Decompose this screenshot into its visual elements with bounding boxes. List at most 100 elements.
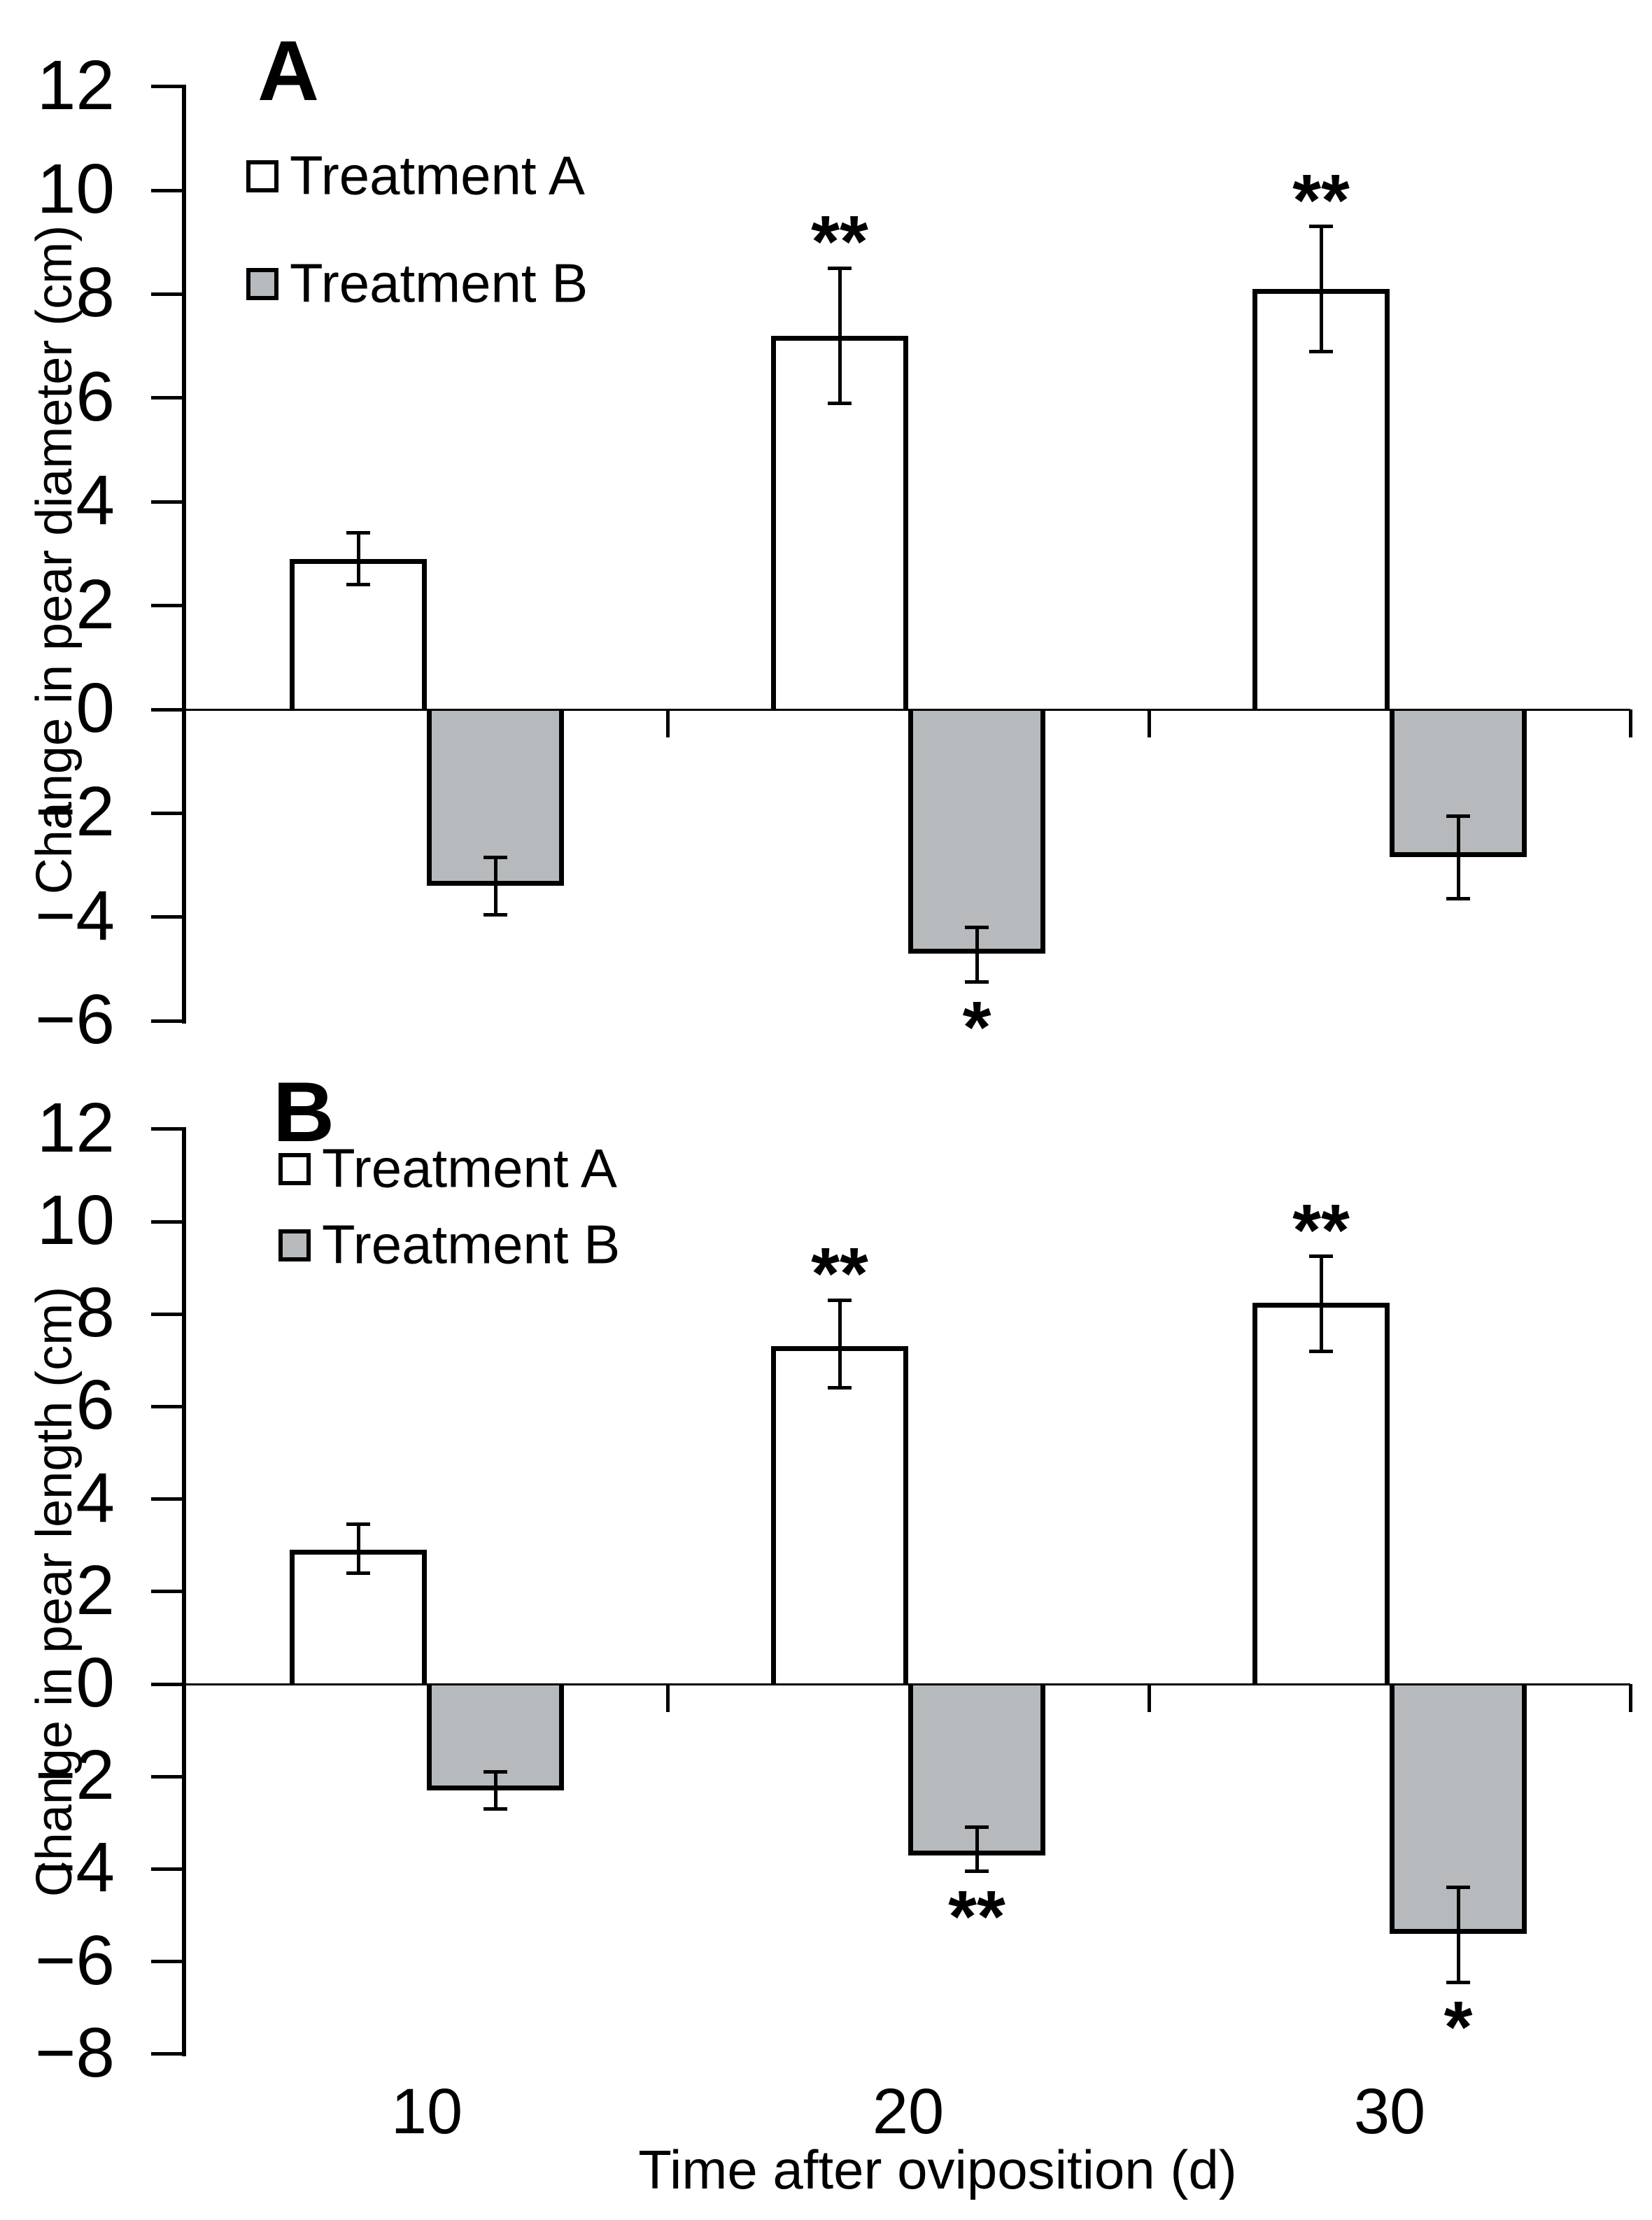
error-bar [1320,1257,1323,1352]
y-tick-label: −2 [34,1736,115,1814]
error-bar [975,928,979,982]
error-bar-cap [1309,1350,1333,1353]
error-bar-cap [828,1299,852,1302]
y-tick-label: −6 [34,980,115,1059]
error-bar [494,1772,497,1809]
error-bar [1320,227,1323,351]
bar-treatment-a [1252,1303,1390,1684]
x-axis-line [186,709,1630,711]
y-tick-label: 6 [76,1366,115,1444]
y-tick [151,1590,182,1593]
error-bar-cap [965,1869,989,1873]
error-bar-cap [1309,350,1333,353]
legend-swatch-treatment-b [278,1229,311,1261]
error-bar-cap [346,1571,370,1575]
error-bar-cap [346,1522,370,1526]
y-tick-label: −4 [34,1828,115,1907]
y-tick-label: 4 [76,1459,115,1537]
panel-letter: A [257,23,320,118]
error-bar-cap [965,926,989,929]
x-group-tick [666,709,670,737]
error-bar [494,857,497,914]
y-axis-line [182,85,186,1024]
error-bar-cap [483,1770,507,1774]
error-bar [357,1525,360,1573]
error-bar-cap [828,1386,852,1390]
x-group-tick [1148,1684,1151,1712]
y-tick [151,708,182,712]
error-bar-cap [965,980,989,984]
x-group-tick [666,1684,670,1712]
y-axis-title: Change in pear diameter (cm) [27,225,83,895]
x-tick-label: 20 [872,2076,945,2147]
y-tick [151,812,182,815]
significance-marker: * [962,987,991,1068]
x-axis-line [186,1683,1630,1685]
legend-label: Treatment B [290,252,588,314]
y-tick-label: 6 [76,358,115,436]
error-bar-cap [483,913,507,917]
significance-marker: * [1443,1986,1473,2068]
y-tick [151,292,182,296]
legend-label: Treatment B [322,1213,621,1275]
y-tick [151,1313,182,1316]
significance-marker: ** [948,1876,1005,1958]
y-axis-title: Change in pear length (cm) [27,1286,83,1897]
y-tick [151,1019,182,1023]
y-tick [151,1867,182,1871]
y-tick-label: −2 [34,772,115,851]
error-bar [1457,816,1460,899]
legend-swatch-treatment-a [278,1153,311,1185]
y-tick-label: 2 [76,1551,115,1629]
x-group-tick [1148,709,1151,737]
error-bar [838,1300,842,1388]
error-bar [975,1827,979,1872]
x-group-tick [1629,709,1632,737]
error-bar-cap [1446,1886,1470,1889]
error-bar-cap [828,267,852,270]
legend-swatch-treatment-a [246,160,278,192]
y-tick-label: 0 [76,1643,115,1722]
y-tick [151,1127,182,1131]
y-tick-label: −8 [34,2014,115,2092]
x-axis-title: Time after oviposition (d) [638,2139,1237,2200]
y-tick-label: 8 [76,1273,115,1352]
error-bar-cap [1309,1254,1333,1258]
error-bar-cap [483,1807,507,1811]
error-bar-cap [1446,1981,1470,1984]
y-tick [151,1405,182,1408]
legend-swatch-treatment-b [246,268,278,300]
y-tick-label: 12 [36,1089,115,1167]
x-tick-label: 30 [1353,2076,1426,2147]
error-bar-cap [1309,225,1333,228]
y-tick-label: 0 [76,669,115,747]
error-bar [838,268,842,403]
y-tick [151,1960,182,1963]
y-tick [151,1775,182,1779]
x-tick-label: 10 [390,2076,463,2147]
y-tick-label: 4 [76,461,115,539]
error-bar-cap [346,531,370,535]
error-bar [1457,1888,1460,1983]
significance-marker: ** [1292,1189,1350,1271]
error-bar-cap [346,583,370,586]
error-bar-cap [1446,897,1470,900]
y-tick-label: −4 [34,877,115,955]
y-tick [151,1497,182,1501]
y-tick-label: 8 [76,253,115,332]
y-tick [151,85,182,88]
legend-label: Treatment A [322,1137,617,1199]
y-tick [151,604,182,607]
legend-label: Treatment A [290,144,585,206]
x-group-tick [1629,1684,1632,1712]
significance-marker: ** [1292,160,1350,241]
bar-treatment-b [908,709,1045,954]
bar-treatment-a [1252,289,1390,709]
error-bar-cap [965,1825,989,1829]
y-tick-label: 12 [36,46,115,125]
significance-marker: ** [811,1233,868,1315]
bar-treatment-a [771,1346,908,1684]
error-bar-cap [1446,814,1470,818]
y-tick [151,1683,182,1686]
y-tick [151,396,182,400]
